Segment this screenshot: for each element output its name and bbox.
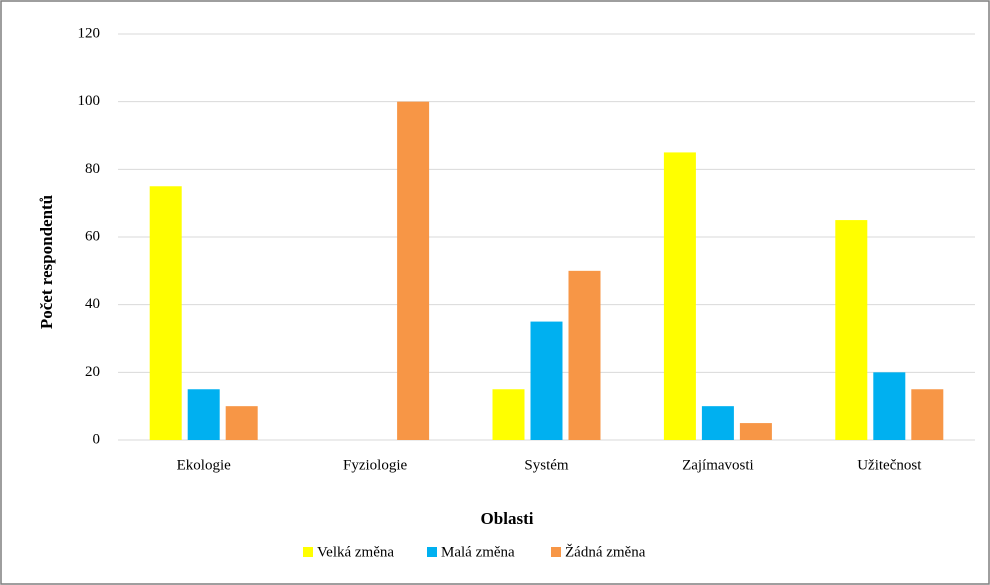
bar [530,321,563,440]
bar [739,423,772,440]
y-tick-label: 80 [85,161,100,177]
bar [149,186,182,440]
bar [701,406,734,440]
y-tick-label: 40 [85,296,100,312]
y-tick-label: 20 [85,364,100,380]
bar [225,406,258,440]
bar [911,389,944,440]
legend-label: Velká změna [317,544,394,560]
x-tick-label: Ekologie [177,457,231,473]
x-tick-label: Zajímavosti [682,457,754,473]
x-tick-label: Užitečnost [857,457,922,473]
y-tick-label: 120 [78,25,101,41]
y-tick-label: 60 [85,228,100,244]
y-tick-label: 0 [93,431,101,447]
y-tick-label: 100 [78,93,101,109]
legend-label: Malá změna [441,544,515,560]
bar [568,270,601,440]
bar [187,389,220,440]
legend-swatch [551,547,561,557]
x-axis-title: Oblasti [481,509,534,528]
y-axis-title: Počet respondentů [37,195,56,329]
legend-swatch [427,547,437,557]
x-tick-label: Systém [524,457,569,473]
legend-swatch [303,547,313,557]
legend-label: Žádná změna [565,543,646,560]
bar [397,101,430,441]
bar [492,389,525,440]
bar [663,152,696,440]
bar [835,220,868,440]
bar [873,372,906,440]
x-tick-label: Fyziologie [343,457,408,473]
